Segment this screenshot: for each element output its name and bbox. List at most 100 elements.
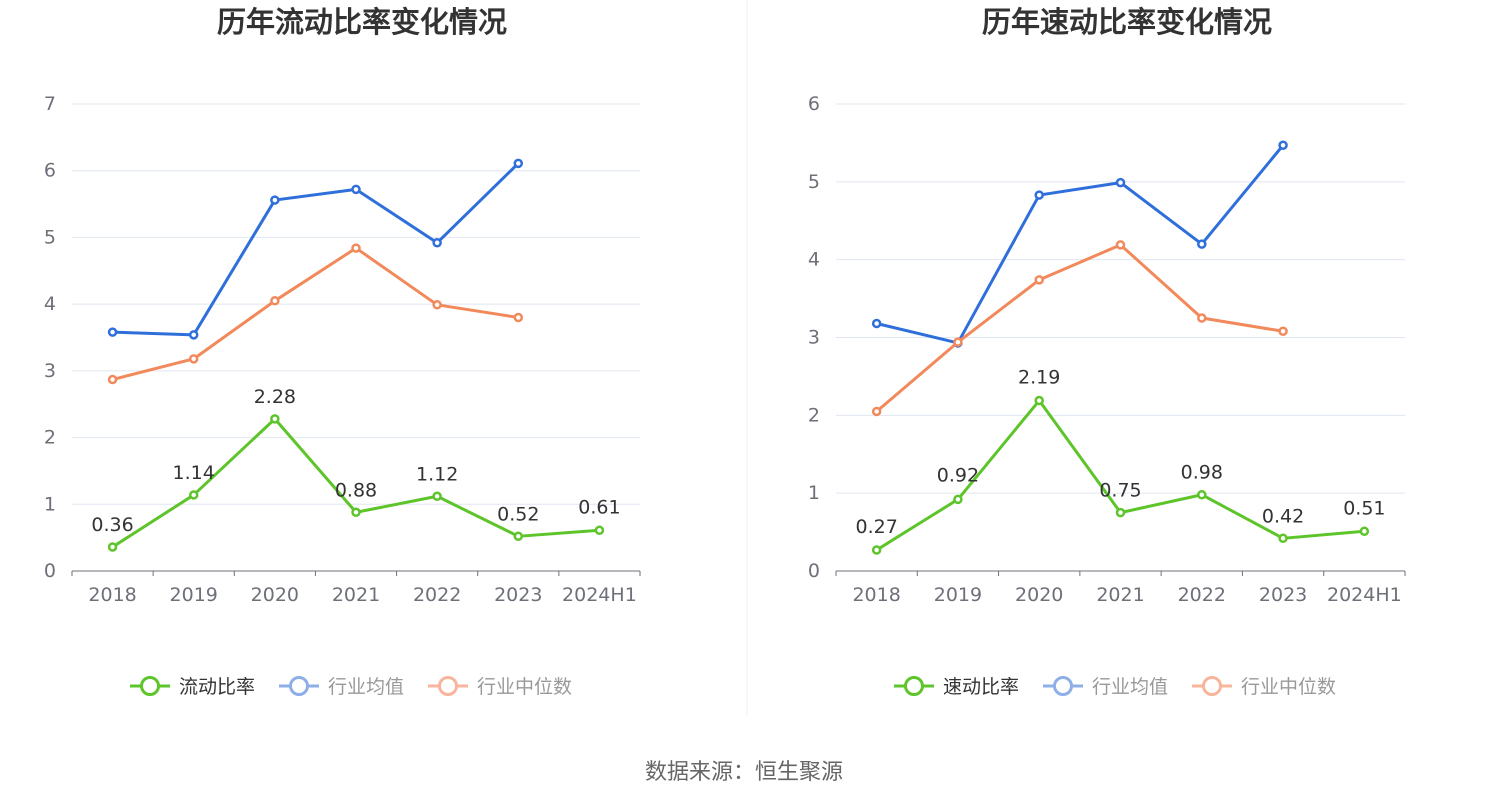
x-tick-label: 2018 (88, 584, 136, 606)
data-point-avg (432, 238, 442, 248)
data-point-median (871, 406, 882, 417)
data-point-median (188, 354, 199, 364)
data-label: 1.12 (416, 463, 458, 485)
x-tick-label: 2019 (934, 584, 982, 606)
data-point-median (107, 374, 118, 385)
data-point-avg (513, 158, 524, 169)
y-tick-label: 6 (44, 160, 56, 182)
data-point-main (188, 490, 199, 500)
legend-swatch-marker (1053, 676, 1073, 696)
legend-item-main: 速动比率 (894, 676, 1019, 698)
legend-label: 行业均值 (1092, 676, 1168, 698)
data-label: 0.36 (91, 514, 133, 536)
source-note: 数据来源：恒生聚源 (645, 760, 843, 785)
legend-item-main: 流动比率 (130, 676, 255, 698)
data-point-main (871, 545, 882, 555)
data-label: 0.52 (497, 503, 539, 525)
x-tick-label: 2024H1 (562, 584, 637, 606)
data-point-median (432, 300, 442, 310)
y-tick-label: 6 (808, 93, 820, 115)
y-tick-label: 1 (808, 482, 820, 504)
data-point-main (953, 494, 963, 505)
y-tick-label: 2 (808, 404, 820, 426)
data-point-main (513, 531, 524, 542)
legend-item-avg: 行业均值 (1043, 676, 1168, 698)
data-point-main (270, 414, 280, 424)
legend-label: 速动比率 (943, 676, 1019, 698)
legend-item-median: 行业中位数 (428, 676, 572, 698)
legend-swatch-marker (289, 676, 309, 696)
data-point-avg (1115, 177, 1126, 188)
data-point-median (1197, 313, 1207, 323)
data-label: 0.75 (1099, 480, 1141, 502)
data-point-avg (1197, 239, 1207, 249)
legend-label: 流动比率 (179, 676, 255, 698)
legend-item-avg: 行业均值 (279, 676, 404, 698)
data-label: 0.98 (1181, 462, 1223, 484)
y-tick-label: 2 (44, 427, 56, 449)
x-tick-label: 2022 (1178, 584, 1226, 606)
series-line-avg (876, 144, 1285, 345)
legend-label: 行业均值 (328, 676, 404, 698)
series-line-avg (112, 162, 520, 337)
y-tick-label: 7 (44, 93, 56, 115)
y-tick-label: 3 (44, 360, 56, 382)
data-point-median (953, 337, 963, 347)
chart-title: 历年流动比率变化情况 (217, 5, 507, 39)
data-point-main (1278, 533, 1288, 544)
x-tick-label: 2024H1 (1327, 584, 1402, 606)
series-line-median (112, 246, 519, 381)
data-point-avg (871, 318, 882, 329)
data-point-avg (1278, 140, 1288, 151)
data-label: 2.19 (1018, 367, 1060, 389)
data-point-median (351, 243, 361, 253)
x-tick-label: 2021 (332, 584, 380, 606)
legend-swatch-marker (438, 676, 458, 696)
data-label: 2.28 (254, 386, 296, 408)
data-point-avg (351, 184, 361, 195)
x-tick-label: 2021 (1096, 584, 1144, 606)
data-label: 0.27 (855, 516, 897, 538)
y-tick-label: 4 (44, 293, 56, 315)
data-point-median (1034, 275, 1044, 285)
y-tick-label: 3 (808, 327, 820, 349)
y-tick-label: 0 (44, 560, 56, 582)
chart-title: 历年速动比率变化情况 (982, 5, 1272, 39)
current-ratio-chart: 历年流动比率变化情况 0 1 2 3 4 5 6 7 2018 2019 2020 2021 2022 20… (44, 5, 641, 698)
data-point-main (594, 525, 605, 536)
y-tick-label: 5 (44, 226, 56, 248)
data-point-median (1115, 240, 1126, 250)
data-point-main (432, 491, 442, 502)
data-label: 0.61 (578, 496, 620, 518)
x-tick-label: 2020 (251, 584, 299, 606)
legend-label: 行业中位数 (477, 676, 572, 698)
legend-label: 行业中位数 (1241, 676, 1336, 698)
data-point-avg (1034, 190, 1044, 200)
data-label: 0.51 (1343, 497, 1385, 519)
data-point-main (1197, 489, 1207, 500)
data-point-main (1359, 526, 1370, 537)
y-tick-label: 5 (808, 171, 820, 193)
series-line-median (875, 243, 1284, 413)
data-point-main (107, 542, 118, 552)
data-point-median (513, 312, 524, 323)
data-point-main (1115, 507, 1126, 518)
quick-ratio-chart: 历年速动比率变化情况 0 1 2 3 4 5 6 2018 2019 2020 2021 2022 202… (808, 5, 1406, 698)
data-label: 0.42 (1262, 505, 1304, 527)
data-point-avg (270, 195, 280, 205)
y-tick-label: 1 (44, 493, 56, 515)
legend-swatch-marker (140, 676, 160, 696)
x-tick-label: 2019 (170, 584, 218, 606)
data-label: 1.14 (173, 462, 215, 484)
data-point-avg (107, 327, 118, 337)
x-tick-label: 2023 (1259, 584, 1307, 606)
data-point-median (270, 296, 280, 306)
data-point-median (1278, 326, 1288, 337)
y-tick-label: 4 (808, 249, 820, 271)
x-tick-label: 2022 (413, 584, 461, 606)
legend-swatch-marker (1202, 676, 1222, 696)
data-label: 0.92 (937, 464, 979, 486)
x-tick-label: 2018 (852, 584, 900, 606)
x-tick-label: 2020 (1015, 584, 1063, 606)
